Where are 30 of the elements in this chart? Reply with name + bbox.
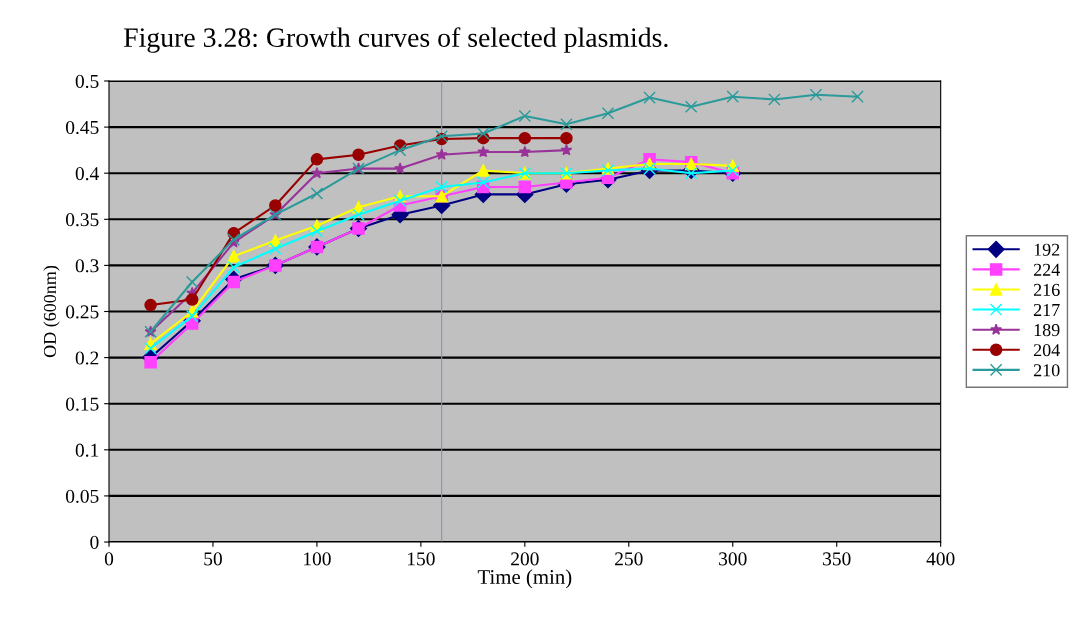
x-tick-label: 250 (615, 552, 643, 566)
x-tick-label: 350 (823, 552, 851, 566)
x-tick-label: 400 (926, 552, 955, 566)
y-tick-label: 0.3 (75, 259, 99, 273)
x-tick-label: 300 (719, 552, 747, 566)
x-axis-title: Time (min) (477, 569, 572, 589)
y-tick-label: 0.4 (75, 167, 99, 181)
chart-title: Figure 3.28: Growth curves of selected plasmids. (123, 27, 668, 53)
x-tick-label: 0 (104, 552, 114, 566)
y-tick-label: 0.15 (65, 397, 99, 411)
legend-label: 217 (1033, 303, 1060, 316)
legend-label: 216 (1033, 283, 1060, 296)
x-tick-label: 200 (511, 552, 539, 566)
legend-label: 224 (1033, 263, 1060, 276)
legend-label: 210 (1033, 364, 1060, 377)
y-tick-label: 0.5 (75, 74, 99, 89)
y-tick-label: 0.2 (75, 351, 99, 365)
y-tick-label: 0.45 (65, 120, 99, 135)
legend-label: 192 (1034, 243, 1060, 256)
y-tick-label: 0.05 (65, 489, 99, 503)
y-tick-label: 0 (90, 535, 99, 549)
legend-label: 189 (1034, 323, 1060, 337)
x-tick-label: 100 (304, 552, 331, 566)
x-tick-label: 50 (204, 552, 222, 566)
x-tick-label: 150 (408, 552, 435, 566)
legend-label: 204 (1033, 344, 1060, 357)
y-axis-title: OD (600nm) (43, 265, 60, 358)
y-tick-label: 0.35 (65, 213, 99, 227)
y-tick-label: 0.1 (75, 443, 99, 457)
y-tick-label: 0.25 (65, 305, 99, 319)
